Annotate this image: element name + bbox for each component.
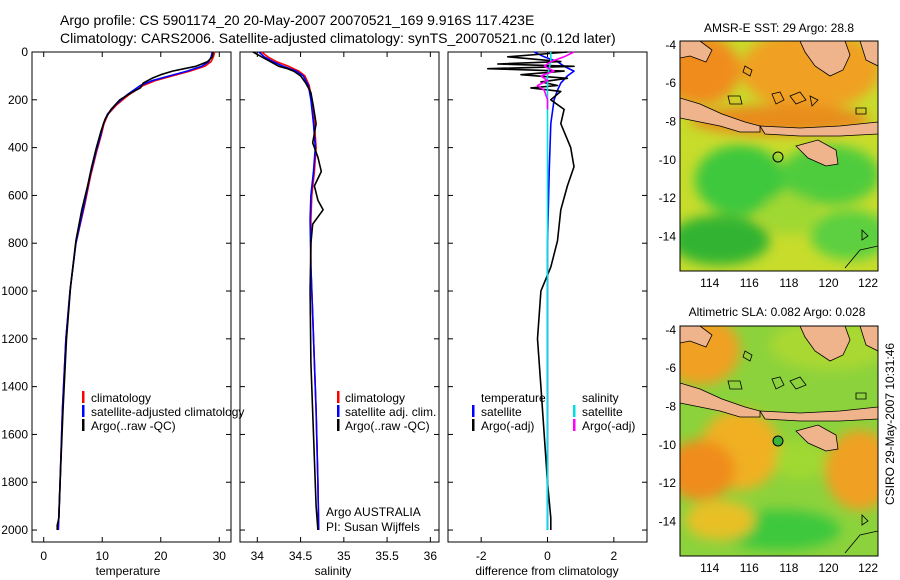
sla-lon-tick-label: 122 — [858, 561, 878, 575]
legend-label-climatology: climatology — [345, 391, 405, 405]
argo-location-marker — [772, 151, 784, 163]
legend-swatch-satellite-adj — [337, 405, 340, 417]
pi-annotation: PI: Susan Wijffels — [326, 520, 420, 534]
depth-tick-label: 1000 — [1, 284, 28, 298]
legend-swatch-sal-satellite — [573, 405, 576, 417]
difference-x-tick-label: 2 — [610, 549, 617, 563]
legend-label-argo: Argo(..raw -QC) — [91, 419, 176, 433]
difference-x-tick-label: -2 — [476, 549, 487, 563]
legend-label-sal-argo: Argo(-adj) — [582, 419, 635, 433]
side-timestamp: CSIRO 29-May-2007 10:31:46 — [883, 343, 897, 505]
difference-axis-label: difference from climatology — [475, 564, 618, 578]
salinity-series-argo-raw-qc — [252, 51, 324, 531]
sla-map-title: Altimetric SLA: 0.082 Argo: 0.028 — [689, 305, 866, 319]
legend-label-climatology: climatology — [91, 391, 151, 405]
temperature-x-tick-label: 10 — [96, 549, 110, 563]
sla-lon-tick-label: 116 — [740, 561, 759, 575]
sst-lon-tick-label: 114 — [700, 276, 719, 290]
depth-tick-label: 800 — [8, 236, 28, 250]
temperature-x-tick-label: 30 — [213, 549, 227, 563]
sst-lon-tick-label: 118 — [779, 276, 798, 290]
argo-location-marker — [772, 435, 784, 447]
sst-map-frame — [679, 40, 879, 272]
legend-heading-temperature: temperature — [481, 391, 546, 405]
legend-label-argo: Argo(..raw -QC) — [345, 419, 430, 433]
temperature-series-climatology — [57, 51, 216, 531]
depth-tick-label: 400 — [8, 141, 28, 155]
temperature-series-satellite-adjusted-climatology — [57, 51, 214, 531]
legend-heading-salinity: salinity — [582, 391, 619, 405]
sst-map-title: AMSR-E SST: 29 Argo: 28.8 — [704, 21, 854, 35]
depth-tick-label: 1400 — [1, 380, 28, 394]
sst-lat-tick-label: -10 — [659, 153, 677, 167]
salinity-x-tick-label: 34.5 — [289, 549, 313, 563]
sst-map — [680, 41, 878, 271]
sst-lat-tick-label: -6 — [665, 76, 676, 90]
difference-series-salinity-satellite — [546, 52, 552, 530]
legend-label-temp-argo: Argo(-adj) — [481, 419, 534, 433]
depth-tick-label: 200 — [8, 93, 28, 107]
temperature-legend: climatology satellite-adjusted climatolo… — [82, 391, 244, 433]
sla-lat-tick-label: -6 — [665, 361, 676, 375]
legend-label-satellite-adjusted: satellite-adjusted climatology — [91, 405, 244, 419]
salinity-series-satellite-adj-clim — [258, 51, 320, 531]
legend-swatch-satellite-adjusted — [82, 405, 85, 417]
temperature-axis-label: temperature — [96, 564, 161, 578]
header-line-1: Argo profile: CS 5901174_20 20-May-2007 … — [60, 12, 534, 28]
sla-lat-tick-label: -10 — [659, 438, 677, 452]
legend-swatch-sal-argo — [573, 419, 576, 431]
legend-label-sal-satellite: satellite — [582, 405, 623, 419]
difference-series-salinity-argo-adj — [536, 51, 575, 110]
depth-tick-label: 1200 — [1, 332, 28, 346]
sst-lon-tick-label: 122 — [858, 276, 878, 290]
sla-lat-tick-label: -8 — [665, 400, 676, 414]
depth-tick-label: 2000 — [1, 523, 28, 537]
salinity-x-tick-label: 36 — [424, 549, 438, 563]
temperature-x-tick-label: 0 — [40, 549, 47, 563]
legend-swatch-temp-satellite — [472, 405, 475, 417]
salinity-legend: climatology satellite adj. clim. Argo(..… — [337, 391, 436, 433]
legend-swatch-argo — [82, 419, 85, 431]
legend-swatch-temp-argo — [472, 419, 475, 431]
legend-swatch-climatology — [82, 391, 85, 403]
sla-lat-tick-label: -12 — [659, 476, 677, 490]
salinity-x-tick-label: 34 — [251, 549, 265, 563]
salinity-x-tick-label: 35 — [337, 549, 351, 563]
depth-tick-label: 1600 — [1, 427, 28, 441]
difference-legend: temperature satellite Argo(-adj) salinit… — [472, 391, 635, 433]
sst-lat-tick-label: -12 — [659, 191, 677, 205]
sla-lon-tick-label: 114 — [700, 561, 719, 575]
depth-tick-label: 600 — [8, 188, 28, 202]
legend-swatch-argo — [337, 419, 340, 431]
legend-swatch-climatology — [337, 391, 340, 403]
temperature-panel-frame — [31, 51, 232, 543]
depth-tick-label: 0 — [21, 45, 28, 59]
argo-australia-annotation: Argo AUSTRALIA — [326, 505, 421, 519]
salinity-x-tick-label: 35.5 — [375, 549, 399, 563]
sla-lat-tick-label: -4 — [665, 323, 676, 337]
header-line-2: Climatology: CARS2006. Satellite-adjuste… — [60, 30, 616, 46]
temperature-series-argo-raw-qc — [56, 51, 214, 530]
difference-series-temperature-argo-adj — [486, 51, 575, 530]
depth-tick-label: 1800 — [1, 475, 28, 489]
sla-lat-tick-label: -14 — [659, 515, 677, 529]
sst-lat-tick-label: -8 — [665, 115, 676, 129]
salinity-axis-label: salinity — [315, 564, 352, 578]
temperature-x-tick-label: 20 — [154, 549, 168, 563]
legend-label-temp-satellite: satellite — [481, 405, 522, 419]
sla-lon-tick-label: 118 — [779, 561, 798, 575]
sla-lon-tick-label: 120 — [818, 561, 838, 575]
salinity-panel-frame — [239, 51, 440, 543]
sst-lat-tick-label: -14 — [659, 230, 677, 244]
sla-map-frame — [679, 325, 879, 557]
sst-lon-tick-label: 120 — [818, 276, 838, 290]
sst-lon-tick-label: 116 — [740, 276, 759, 290]
legend-label-satellite-adj: satellite adj. clim. — [345, 405, 436, 419]
sla-map — [680, 326, 878, 556]
sst-lat-tick-label: -4 — [665, 38, 676, 52]
difference-x-tick-label: 0 — [544, 549, 551, 563]
